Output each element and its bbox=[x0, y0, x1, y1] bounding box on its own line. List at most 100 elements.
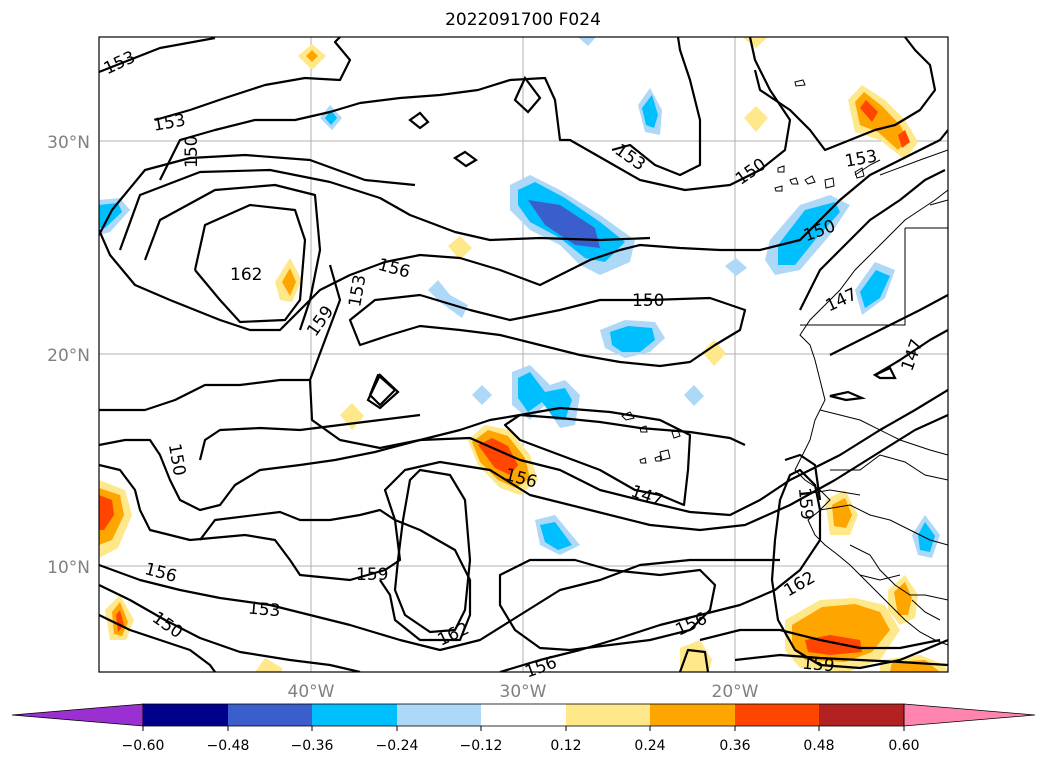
map-frame bbox=[98, 36, 949, 673]
positive-shading bbox=[702, 340, 726, 366]
small-closed-contour bbox=[408, 111, 430, 130]
positive-shading bbox=[860, 100, 878, 122]
contour-label: 159 bbox=[794, 487, 817, 521]
contour-150-lower bbox=[99, 378, 310, 412]
negative-shading bbox=[684, 385, 704, 406]
colorbar-frame bbox=[142, 703, 905, 727]
island bbox=[639, 425, 648, 433]
country-border bbox=[849, 544, 948, 601]
island bbox=[654, 455, 662, 462]
colorbar-tick-label: 0.48 bbox=[803, 738, 834, 754]
negative-shading bbox=[578, 37, 596, 46]
contour-159-left bbox=[143, 183, 322, 331]
negative-shading bbox=[725, 258, 747, 276]
lat-label-10n: 10°N bbox=[47, 558, 90, 578]
lon-label-40w: 40°W bbox=[288, 682, 335, 702]
contour-right-bottom bbox=[699, 628, 941, 650]
island bbox=[639, 457, 647, 464]
contour-150-bottom bbox=[99, 614, 216, 672]
contour-159-inner bbox=[393, 468, 472, 634]
colorbar-tick-label: −0.48 bbox=[207, 738, 250, 754]
contour-large-loop-upper bbox=[99, 129, 948, 332]
contour-label: 150 bbox=[632, 291, 664, 311]
contour-150-upper bbox=[159, 37, 792, 192]
negative-shading bbox=[472, 385, 492, 405]
contour-162-loop bbox=[498, 558, 717, 652]
island bbox=[804, 175, 816, 185]
contour-right-arc bbox=[734, 653, 948, 667]
contour-153-upper bbox=[154, 37, 352, 122]
colorbar: −0.60 −0.48 −0.36 −0.24 −0.12 0.12 0.24 … bbox=[11, 703, 1036, 754]
negative-shading bbox=[778, 202, 840, 265]
positive-shading bbox=[306, 50, 318, 62]
colorbar-extend-high bbox=[903, 703, 1036, 727]
positive-shading bbox=[99, 495, 114, 530]
colorbar-segment bbox=[819, 704, 904, 726]
positive-shading bbox=[898, 130, 910, 148]
lon-label-20w: 20°W bbox=[712, 682, 759, 702]
contour-159-lower bbox=[99, 413, 948, 582]
country-border bbox=[830, 454, 948, 481]
contour-156-bottom-right bbox=[499, 468, 948, 672]
negative-shading bbox=[860, 270, 890, 308]
map-title: 2022091700 F024 bbox=[445, 10, 601, 30]
contour-153-bottom bbox=[99, 584, 361, 672]
positive-shading bbox=[680, 640, 712, 672]
contour-147-lower-right bbox=[829, 294, 948, 356]
positive-shading bbox=[448, 236, 472, 260]
island bbox=[774, 185, 783, 192]
island bbox=[777, 165, 785, 173]
colorbar-segment bbox=[312, 704, 397, 726]
island bbox=[854, 167, 865, 179]
colorbar-tick-label: 0.36 bbox=[719, 738, 750, 754]
coastlines bbox=[621, 79, 948, 646]
colorbar-segment bbox=[397, 704, 481, 726]
small-closed-contour bbox=[453, 150, 478, 168]
contour-147-loop bbox=[503, 406, 692, 507]
longitude-labels: 40°W 30°W 20°W bbox=[288, 682, 759, 702]
negative-shading bbox=[528, 200, 600, 248]
negative-shading bbox=[428, 280, 468, 318]
colorbar-tick-labels: −0.60 −0.48 −0.36 −0.24 −0.12 0.12 0.24 … bbox=[122, 738, 920, 754]
negative-shading bbox=[918, 522, 935, 552]
contour-lines bbox=[99, 37, 948, 672]
contour-162-lower bbox=[199, 508, 472, 642]
map-panel: 153 153 150 162 159 153 156 150 150 153 … bbox=[47, 36, 949, 702]
lon-label-30w: 30°W bbox=[500, 682, 547, 702]
positive-shading bbox=[742, 37, 768, 48]
contour-label: 162 bbox=[230, 265, 262, 285]
country-border bbox=[854, 159, 881, 176]
contour-162-mid bbox=[198, 413, 421, 461]
positive-shading bbox=[894, 582, 912, 615]
negative-shading bbox=[610, 326, 655, 352]
island bbox=[824, 177, 835, 189]
colorbar-tick-label: −0.24 bbox=[376, 738, 419, 754]
contour-153-top bbox=[99, 37, 216, 74]
contour-label: 153 bbox=[247, 599, 281, 622]
africa-coastline bbox=[794, 189, 948, 646]
colorbar-tick-label: 0.24 bbox=[634, 738, 665, 754]
contour-150-mid bbox=[99, 153, 416, 236]
contour-147-right bbox=[799, 169, 946, 311]
contour-150-loop bbox=[348, 293, 747, 368]
contour-156-left bbox=[118, 168, 651, 251]
latitude-labels: 30°N 20°N 10°N bbox=[47, 133, 90, 578]
negative-shading bbox=[325, 110, 337, 125]
contour-153-mid bbox=[308, 264, 746, 450]
country-border bbox=[879, 149, 948, 176]
positive-shading bbox=[282, 268, 296, 296]
negative-shading bbox=[540, 522, 572, 550]
island bbox=[659, 449, 671, 461]
colorbar-segment bbox=[143, 704, 228, 726]
colorbar-segment bbox=[735, 704, 819, 726]
contour-156-bottom bbox=[99, 558, 780, 652]
contour-159-right bbox=[784, 453, 822, 501]
shaded-regions bbox=[99, 37, 948, 672]
colorbar-tick-label: −0.12 bbox=[460, 738, 503, 754]
lat-label-30n: 30°N bbox=[47, 133, 90, 153]
colorbar-segment bbox=[566, 704, 650, 726]
country-border bbox=[859, 574, 901, 581]
island bbox=[671, 429, 681, 439]
country-border bbox=[819, 504, 948, 546]
